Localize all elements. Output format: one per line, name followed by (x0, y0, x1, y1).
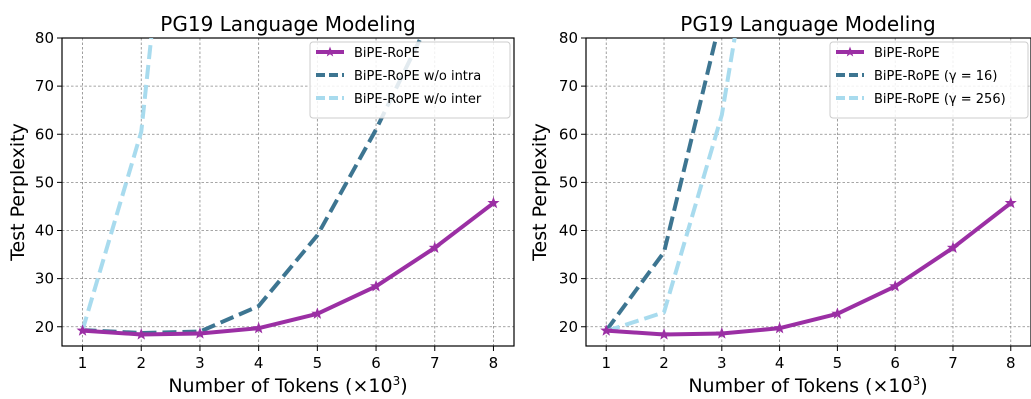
data-point-marker (311, 307, 324, 319)
y-tick-label: 20 (35, 318, 54, 336)
data-point-marker (428, 241, 441, 253)
data-point-marker (252, 321, 265, 334)
series-right (600, 38, 1017, 340)
x-tick-label: 2 (659, 354, 669, 372)
x-tick-label: 6 (371, 354, 381, 372)
legend-label: BiPE-RoPE w/o inter (354, 92, 482, 107)
data-point-marker (657, 328, 671, 340)
y-tick-label: 70 (35, 77, 54, 95)
series-line-1 (604, 38, 719, 332)
y-tick-label: 30 (559, 270, 578, 288)
x-tick-label: 1 (78, 354, 88, 372)
y-tick-label: 30 (35, 270, 54, 288)
y-axis-label-right: Test Perplexity (529, 123, 551, 262)
data-point-marker (1004, 196, 1017, 209)
y-tick-label: 40 (35, 222, 54, 240)
data-point-marker (773, 321, 786, 334)
x-tick-label: 4 (254, 354, 264, 372)
y-axis-right: 20 30 40 50 60 70 80 (559, 29, 586, 336)
series-line-2 (605, 38, 737, 333)
data-point-marker (831, 307, 844, 319)
y-axis-left: 20 30 40 50 60 70 80 (35, 29, 62, 336)
legend-right: BiPE-RoPE BiPE-RoPE (γ = 16) BiPE-RoPE (γ … (829, 41, 1029, 119)
legend-label: BiPE-RoPE (γ = 16) (874, 69, 997, 84)
data-point-marker (600, 324, 613, 336)
y-tick-label: 50 (35, 173, 54, 191)
data-point-marker (193, 327, 206, 339)
data-point-marker (135, 328, 148, 340)
x-axis-left: 1 2 3 4 5 6 7 8 (78, 346, 498, 372)
y-tick-label: 40 (559, 222, 578, 240)
legend-box-right (829, 41, 1029, 119)
x-axis-right: 1 2 3 4 5 6 7 8 (601, 346, 1016, 372)
x-tick-label: 8 (1006, 354, 1016, 372)
series-line-0 (80, 201, 496, 337)
y-tick-label: 20 (559, 318, 578, 336)
x-tick-label: 4 (775, 354, 785, 372)
legend-marker (324, 46, 336, 57)
chart-panel-right: PG19 Language Modeling 1 2 3 4 5 6 7 8 20 30 40 50… (529, 12, 1031, 397)
x-tick-label: 8 (489, 354, 499, 372)
x-axis-label-left: Number of Tokens (×103) (168, 374, 407, 397)
y-tick-label: 50 (559, 173, 578, 191)
x-tick-label: 7 (430, 354, 440, 372)
x-tick-label: 1 (601, 354, 611, 372)
y-tick-label: 60 (559, 125, 578, 143)
legend-box-left (309, 41, 511, 119)
data-point-marker (487, 196, 500, 209)
chart-title-right: PG19 Language Modeling (680, 12, 935, 36)
y-tick-label: 60 (35, 125, 54, 143)
y-tick-label: 80 (35, 29, 54, 47)
y-axis-label-left: Test Perplexity (7, 123, 29, 262)
x-tick-label: 6 (890, 354, 900, 372)
y-tick-label: 80 (559, 29, 578, 47)
x-tick-label: 5 (313, 354, 323, 372)
x-tick-label: 5 (833, 354, 843, 372)
x-tick-label: 3 (195, 354, 205, 372)
series-line-2 (80, 38, 154, 331)
legend-left: BiPE-RoPE BiPE-RoPE w/o intra BiPE-RoPE w/… (309, 41, 511, 119)
legend-label: BiPE-RoPE (874, 46, 940, 61)
x-tick-label: 2 (136, 354, 146, 372)
legend-label: BiPE-RoPE w/o intra (354, 69, 481, 84)
chart-panel-left: PG19 Language Modeling 1 2 3 4 5 6 7 8 20 30 40 50… (7, 12, 515, 397)
legend-label: BiPE-RoPE (γ = 256) (874, 92, 1006, 107)
legend-label: BiPE-RoPE (354, 46, 420, 61)
x-tick-label: 7 (948, 354, 958, 372)
data-point-marker (889, 279, 902, 292)
data-point-marker (946, 241, 960, 253)
y-tick-label: 70 (559, 77, 578, 95)
data-point-marker (370, 279, 383, 292)
chart-title-left: PG19 Language Modeling (160, 12, 415, 36)
series-line-0 (604, 201, 1013, 337)
series-left (76, 38, 500, 340)
data-point-marker (76, 324, 89, 336)
plot-frame-right (585, 37, 1031, 347)
x-axis-label-right: Number of Tokens (×103) (688, 374, 927, 397)
data-point-marker (715, 327, 728, 339)
plot-frame-left (61, 37, 515, 347)
legend-marker (844, 46, 856, 57)
x-tick-label: 3 (717, 354, 727, 372)
